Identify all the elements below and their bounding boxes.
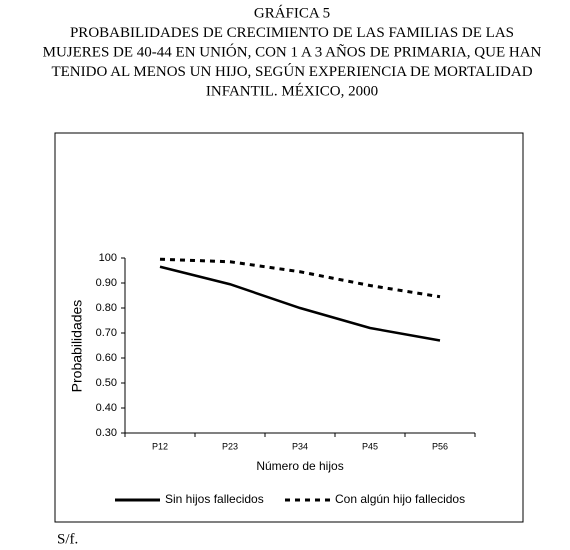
- series-line: [159, 265, 441, 342]
- y-tick-label: 0.90: [96, 277, 117, 289]
- legend-label: Con algún hijo fallecidos: [335, 492, 465, 506]
- y-tick-label: 0.70: [96, 327, 117, 339]
- series-line: [159, 257, 441, 299]
- x-tick-label: P45: [362, 441, 378, 451]
- legend-label: Sin hijos fallecidos: [165, 492, 264, 506]
- y-tick-label: 0.80: [96, 302, 117, 314]
- y-tick-label: 0.40: [96, 402, 117, 414]
- y-tick-label: 100: [99, 252, 117, 264]
- x-tick-label: P12: [152, 441, 168, 451]
- x-axis-label: Número de hijos: [256, 459, 343, 473]
- chart-title: INFANTIL. MÉXICO, 2000: [206, 82, 378, 99]
- chart-title: PROBABILIDADES DE CRECIMIENTO DE LAS FAM…: [70, 25, 514, 41]
- source-note: S/f.: [57, 531, 78, 547]
- chart-title: MUJERES DE 40-44 EN UNIÓN, CON 1 A 3 AÑO…: [43, 43, 542, 60]
- chart-title: TENIDO AL MENOS UN HIJO, SEGÚN EXPERIENC…: [51, 63, 532, 80]
- chart-title: GRÁFICA 5: [254, 4, 330, 21]
- x-tick-label: P56: [432, 441, 448, 451]
- y-tick-label: 0.60: [96, 352, 117, 364]
- y-axis-label: Probabilidades: [69, 300, 85, 393]
- x-tick-label: P34: [292, 441, 308, 451]
- y-tick-label: 0.50: [96, 377, 117, 389]
- y-tick-label: 0.30: [96, 427, 117, 439]
- x-tick-label: P23: [222, 441, 238, 451]
- chart-frame: [54, 132, 524, 523]
